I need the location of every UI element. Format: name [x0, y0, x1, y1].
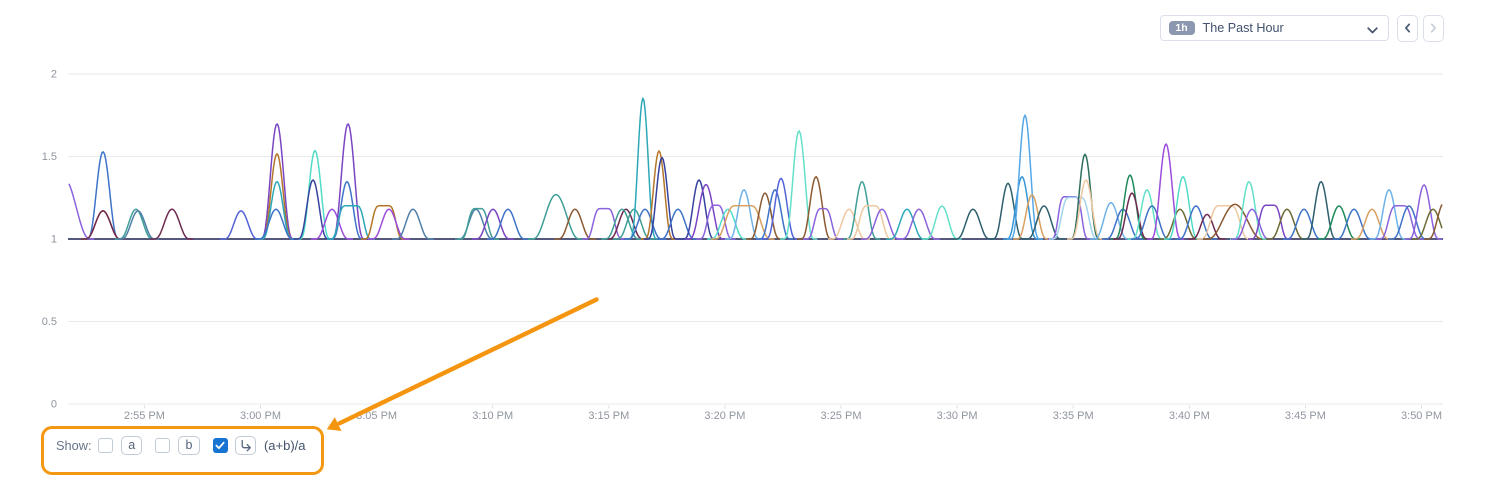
svg-text:2: 2	[51, 69, 57, 81]
svg-text:0: 0	[51, 399, 57, 411]
svg-text:1: 1	[51, 234, 57, 246]
svg-text:3:25 PM: 3:25 PM	[821, 410, 862, 422]
svg-text:3:10 PM: 3:10 PM	[472, 410, 513, 422]
svg-text:3:15 PM: 3:15 PM	[588, 410, 629, 422]
svg-text:3:40 PM: 3:40 PM	[1169, 410, 1210, 422]
svg-text:2:55 PM: 2:55 PM	[124, 410, 165, 422]
svg-text:3:35 PM: 3:35 PM	[1053, 410, 1094, 422]
svg-text:1.5: 1.5	[42, 151, 57, 163]
svg-text:3:45 PM: 3:45 PM	[1285, 410, 1326, 422]
svg-text:3:20 PM: 3:20 PM	[704, 410, 745, 422]
svg-text:3:00 PM: 3:00 PM	[240, 410, 281, 422]
svg-text:3:50 PM: 3:50 PM	[1401, 410, 1442, 422]
svg-text:3:05 PM: 3:05 PM	[356, 410, 397, 422]
svg-text:3:30 PM: 3:30 PM	[937, 410, 978, 422]
svg-text:0.5: 0.5	[42, 316, 57, 328]
